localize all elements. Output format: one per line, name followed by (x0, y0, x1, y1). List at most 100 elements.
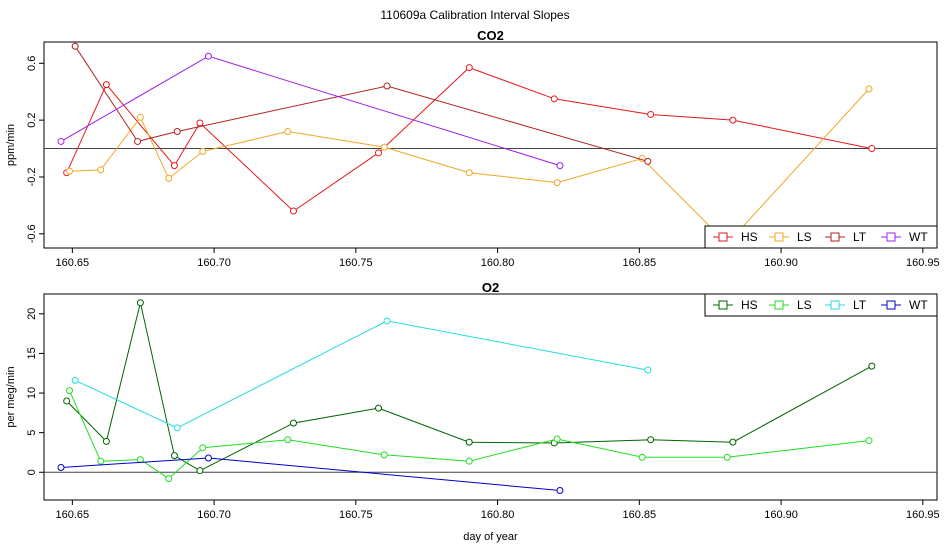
legend-entry-wt: WT (881, 230, 928, 244)
series-line (60, 457, 561, 491)
legend-entry-ls: LS (769, 298, 812, 312)
series-line (69, 390, 870, 480)
data-point (638, 453, 646, 461)
x-tick-label: 160.95 (906, 257, 940, 269)
data-point (173, 128, 181, 136)
data-point (97, 166, 105, 174)
data-point (465, 169, 473, 177)
data-point (380, 451, 388, 459)
data-point (173, 424, 181, 432)
series-line (60, 55, 561, 167)
legend-entry-lt: LT (825, 230, 867, 244)
data-point (868, 362, 876, 370)
data-point (134, 137, 142, 145)
plot-frame (43, 41, 938, 249)
legend-marker (718, 232, 728, 242)
data-point (647, 110, 655, 118)
data-point (63, 397, 71, 405)
data-point (729, 438, 737, 446)
x-tick-label: 160.80 (481, 257, 515, 269)
y-tick-label: -0.2 (26, 167, 38, 186)
x-tick-label: 160.65 (56, 257, 90, 269)
data-point (102, 81, 110, 89)
x-tick-label: 160.85 (623, 257, 657, 269)
series-line (69, 88, 870, 245)
x-tick-label: 160.80 (481, 509, 515, 521)
data-point (647, 436, 655, 444)
legend: HS LS LT WT (704, 225, 938, 249)
data-point (57, 464, 65, 472)
data-point (550, 95, 558, 103)
data-point (383, 317, 391, 325)
data-point (553, 179, 561, 187)
legend-box (704, 293, 938, 317)
legend-marker (718, 300, 728, 310)
data-point (553, 435, 561, 443)
series-wt (57, 52, 564, 170)
legend-label: LS (797, 298, 812, 312)
legend-entry-lt: LT (825, 298, 867, 312)
data-point (165, 174, 173, 182)
series-hs (63, 64, 876, 215)
data-point (204, 454, 212, 462)
legend-box (704, 225, 938, 249)
data-point (199, 147, 207, 155)
data-point (865, 437, 873, 445)
main-title: 110609a Calibration Interval Slopes (380, 8, 569, 22)
data-point (723, 453, 731, 461)
plot-frame (43, 293, 938, 501)
x-tick-label: 160.75 (339, 257, 373, 269)
y-tick-label: 10 (26, 387, 38, 399)
data-point (289, 207, 297, 215)
series-line (66, 302, 873, 472)
data-point (196, 467, 204, 475)
legend-entry-hs: HS (713, 230, 758, 244)
legend: HS LS LT WT (704, 293, 938, 317)
data-point (57, 137, 65, 145)
series-ls (66, 387, 873, 483)
legend-marker (830, 232, 840, 242)
x-tick-label: 160.70 (197, 509, 231, 521)
legend-marker (774, 300, 784, 310)
data-point (71, 376, 79, 384)
legend-label: WT (909, 230, 928, 244)
data-point (170, 452, 178, 460)
data-point (196, 119, 204, 127)
x-tick-label: 160.90 (764, 257, 798, 269)
y-tick-label: 5 (26, 430, 38, 436)
x-tick-label: 160.75 (339, 509, 373, 521)
legend-label: WT (909, 298, 928, 312)
data-point (66, 167, 74, 175)
x-tick-label: 160.85 (623, 509, 657, 521)
data-point (204, 52, 212, 60)
data-point (66, 387, 74, 395)
data-point (170, 162, 178, 170)
panel-o2: O2 160.65 160.70 160.75 160.80 160.85 160.90 16… (5, 280, 940, 543)
y-axis-label: ppm/min (5, 124, 17, 166)
legend-marker (886, 232, 896, 242)
panel-co2: CO2 160.65 160.70 160.75 160.80 160.85 160.90 1… (5, 28, 940, 269)
data-point (556, 162, 564, 170)
y-tick-label: 0 (26, 469, 38, 475)
series-hs (63, 299, 876, 475)
data-point (97, 457, 105, 465)
y-tick-label: 0.6 (26, 56, 38, 71)
y-tick-label: 15 (26, 347, 38, 359)
series-line (74, 320, 648, 429)
x-tick-label: 160.70 (197, 257, 231, 269)
data-point (729, 116, 737, 124)
legend-label: LT (853, 230, 867, 244)
legend-entry-ls: LS (769, 230, 812, 244)
legend-entry-hs: HS (713, 298, 758, 312)
legend-label: LT (853, 298, 867, 312)
data-point (136, 456, 144, 464)
x-tick-label: 160.90 (764, 509, 798, 521)
y-tick-label: 20 (26, 308, 38, 320)
data-point (375, 149, 383, 157)
data-point (102, 437, 110, 445)
data-point (868, 145, 876, 153)
data-point (644, 157, 652, 165)
series-lt (71, 317, 652, 432)
data-point (865, 85, 873, 93)
legend-label: HS (741, 230, 758, 244)
